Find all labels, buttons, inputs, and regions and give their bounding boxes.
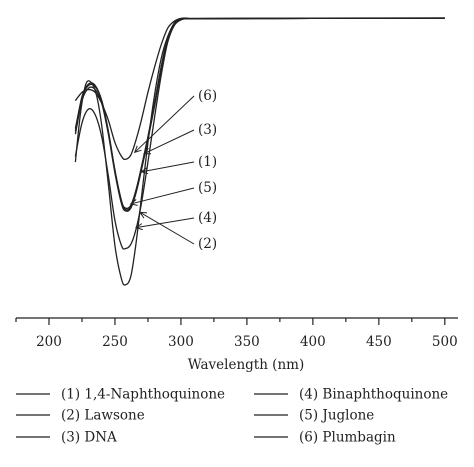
x-axis-title: Wavelength (nm) (188, 357, 304, 373)
x-tick-label: 400 (300, 334, 326, 350)
annotation-arrowhead (139, 211, 148, 219)
x-tick-label: 300 (168, 334, 194, 350)
annotation-arrow (130, 187, 195, 205)
annotation-arrow (141, 161, 195, 173)
x-tick-label: 200 (36, 334, 62, 350)
annotation-label: (5) (198, 180, 217, 196)
annotation-label: (6) (198, 88, 217, 104)
annotation-arrow (143, 129, 195, 155)
annotation-arrowhead (129, 199, 138, 206)
legend: (1) 1,4-Naphthoquinone (2) Lawsone (3) DNA… (16, 387, 448, 446)
series-line-6 (74, 17, 445, 161)
annotation-arrowhead (133, 145, 142, 154)
x-tick-label: 450 (366, 334, 392, 350)
series-line-3 (74, 17, 445, 211)
legend-label: (6) Plumbagin (299, 430, 396, 446)
series-line-1 (74, 17, 445, 212)
x-tick-label: 500 (432, 334, 458, 350)
annotation-label: (4) (198, 210, 217, 226)
x-axis: 200 250 300 350 400 450 500 (15, 317, 458, 350)
legend-label: (3) DNA (61, 430, 117, 446)
x-tick-label: 250 (102, 334, 128, 350)
legend-label: (4) Binaphthoquinone (299, 387, 448, 403)
series-line-4 (74, 17, 445, 250)
annotation-arrow (135, 217, 195, 229)
series-line-5 (74, 17, 445, 210)
annotation-arrowhead (142, 147, 151, 155)
annotation-arrowhead (134, 223, 143, 231)
legend-label: (5) Juglone (299, 408, 374, 424)
annotation-label: (3) (198, 122, 217, 138)
x-tick-label: 350 (234, 334, 260, 350)
series-layer (74, 17, 445, 286)
legend-label: (1) 1,4-Naphthoquinone (61, 387, 225, 403)
annotation-arrowhead (140, 167, 149, 175)
annotation-arrow (139, 211, 195, 245)
annotation-label: (2) (198, 236, 217, 252)
annotation-label: (1) (198, 154, 217, 170)
annotation-layer: (6) (3) (1) (5) (4) (2) (129, 88, 217, 252)
legend-label: (2) Lawsone (61, 408, 145, 424)
annotation-arrow (134, 95, 195, 153)
